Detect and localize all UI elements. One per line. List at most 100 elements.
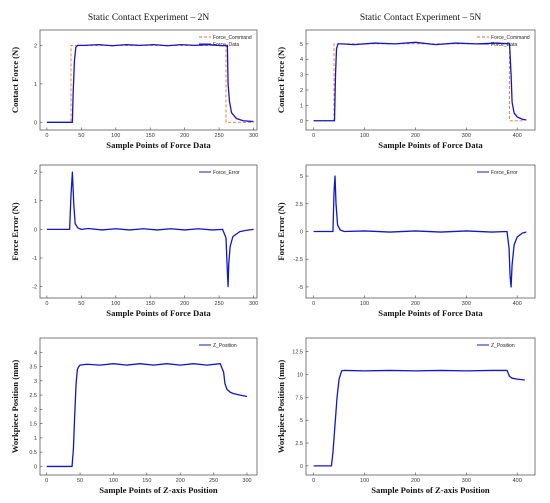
plot-frame	[305, 29, 536, 131]
x-tick-label: 50	[78, 133, 84, 139]
y-tick-label: 3	[34, 379, 37, 385]
legend-label: Force_Data	[213, 42, 239, 48]
chart-c: 0 50 100 150 200 250 300 -2 -1 0 1 2 Force_Error Samp…	[10, 164, 258, 318]
y-tick-label: 5	[300, 42, 303, 48]
series-line-force-data	[46, 43, 254, 123]
x-axis-label: Sample Points of Force Data	[378, 140, 483, 150]
x-tick-label: 250	[209, 478, 218, 484]
x-tick-label: 0	[312, 478, 315, 484]
x-tick-label: 100	[360, 301, 369, 307]
x-tick-label: 150	[146, 133, 155, 139]
x-axis-label: Sample Points of Force Data	[106, 308, 211, 318]
y-tick-label: -2	[32, 285, 37, 291]
x-tick-label: 50	[78, 301, 84, 307]
y-axis-label: Workpiece Position (mm)	[10, 360, 20, 454]
chart-title: Static Contact Experiment – 5N	[360, 13, 482, 23]
y-axis-label: Force Error (N)	[276, 202, 286, 260]
x-tick-label: 250	[215, 133, 224, 139]
y-tick-label: 7.5	[295, 395, 303, 401]
x-tick-label: 400	[513, 301, 522, 307]
x-tick-label: 100	[111, 133, 120, 139]
y-tick-label: 0	[34, 227, 37, 233]
y-axis-label: Force Error (N)	[10, 202, 20, 260]
x-tick-label: 300	[462, 133, 471, 139]
y-tick-label: 0.5	[29, 450, 37, 456]
x-tick-label: 200	[180, 133, 189, 139]
plot-frame	[305, 337, 536, 476]
y-tick-label: 5	[300, 174, 303, 180]
series-line-z-position	[46, 363, 248, 468]
y-tick-label: 1	[34, 436, 37, 442]
x-tick-label: 400	[513, 478, 522, 484]
x-tick-label: 300	[462, 478, 471, 484]
y-tick-label: 5	[300, 418, 303, 424]
y-tick-label: 3	[300, 73, 303, 79]
legend-label: Force_Error	[491, 170, 518, 176]
y-tick-label: 2	[34, 43, 37, 49]
x-tick-label: 200	[180, 301, 189, 307]
legend-label: Force_Command	[213, 35, 252, 41]
x-tick-label: 300	[242, 478, 251, 484]
series-line-force-error	[46, 171, 254, 288]
series-line-z-position	[313, 369, 525, 467]
x-tick-label: 200	[411, 478, 420, 484]
y-tick-label: 1.5	[29, 422, 37, 428]
y-tick-label: 3.5	[29, 365, 37, 371]
x-tick-label: 100	[111, 301, 120, 307]
legend-label: Z_Position	[213, 343, 237, 349]
x-tick-label: 400	[513, 133, 522, 139]
chart-e: 0 50 100 150 200 250 300 0 0.5 1 1.5 2 2.5 3 3.5 4 Z_Pos…	[10, 337, 258, 495]
x-tick-label: 100	[109, 478, 118, 484]
x-tick-label: 0	[312, 133, 315, 139]
chart-b: 0 100 200 300 400 0 1 2 3 4 5 Force_CommandForce_Da…	[276, 13, 536, 150]
y-tick-label: 2.5	[295, 441, 303, 447]
y-tick-label: 0	[34, 464, 37, 470]
y-axis-label: Contact Force (N)	[276, 47, 286, 113]
x-tick-label: 100	[360, 478, 369, 484]
x-tick-label: 0	[45, 133, 48, 139]
x-tick-label: 200	[176, 478, 185, 484]
legend-label: Force_Data	[491, 42, 517, 48]
y-tick-label: 0	[34, 120, 37, 126]
x-tick-label: 200	[411, 301, 420, 307]
x-axis-label: Sample Points of Force Data	[378, 308, 483, 318]
x-tick-label: 0	[45, 478, 48, 484]
x-axis-label: Sample Points of Force Data	[106, 140, 211, 150]
y-tick-label: 2	[34, 170, 37, 176]
x-tick-label: 0	[312, 301, 315, 307]
y-axis-label: Contact Force (N)	[10, 47, 20, 113]
y-tick-label: -5	[298, 285, 303, 291]
plot-frame	[39, 164, 258, 299]
y-tick-label: 2	[34, 407, 37, 413]
chart-f: 0 100 200 300 400 0 2.5 5 7.5 10 12.5 Z_Position Sam…	[276, 337, 536, 495]
x-tick-label: 0	[45, 301, 48, 307]
x-tick-label: 100	[360, 133, 369, 139]
x-tick-label: 50	[77, 478, 83, 484]
y-tick-label: 2.5	[29, 393, 37, 399]
y-tick-label: 0	[300, 119, 303, 125]
x-tick-label: 300	[462, 301, 471, 307]
y-tick-label: 2.5	[295, 202, 303, 208]
x-axis-label: Sample Points of Z-axis Position	[371, 485, 490, 495]
x-tick-label: 150	[146, 301, 155, 307]
y-tick-label: -1	[32, 256, 37, 262]
y-tick-label: 12.5	[292, 350, 303, 356]
y-tick-label: -2.5	[294, 257, 303, 263]
y-tick-label: 1	[300, 103, 303, 109]
x-axis-label: Sample Points of Z-axis Position	[99, 485, 218, 495]
legend-label: Force_Command	[491, 35, 530, 41]
series-line-force-error	[313, 175, 527, 288]
y-tick-label: 4	[300, 57, 303, 63]
y-tick-label: 0	[300, 230, 303, 236]
plot-frame	[39, 337, 258, 476]
x-tick-label: 300	[249, 133, 258, 139]
chart-title: Static Contact Experiment – 2N	[88, 13, 210, 23]
x-tick-label: 300	[249, 301, 258, 307]
y-tick-label: 1	[34, 82, 37, 88]
y-tick-label: 1	[34, 199, 37, 205]
x-tick-label: 250	[215, 301, 224, 307]
y-tick-label: 2	[300, 88, 303, 94]
y-tick-label: 4	[34, 350, 37, 356]
x-tick-label: 200	[411, 133, 420, 139]
